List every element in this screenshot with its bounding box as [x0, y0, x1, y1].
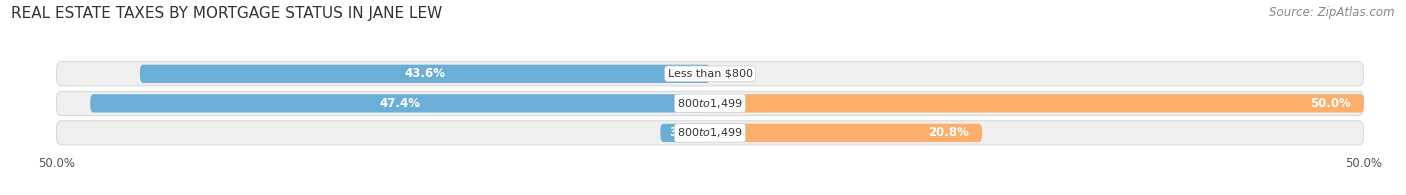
Text: 20.8%: 20.8%	[928, 126, 969, 139]
Text: REAL ESTATE TAXES BY MORTGAGE STATUS IN JANE LEW: REAL ESTATE TAXES BY MORTGAGE STATUS IN …	[11, 6, 443, 21]
FancyBboxPatch shape	[141, 65, 710, 83]
FancyBboxPatch shape	[710, 124, 981, 142]
Text: 0.0%: 0.0%	[723, 67, 752, 80]
FancyBboxPatch shape	[56, 121, 1364, 145]
Text: 3.8%: 3.8%	[669, 126, 702, 139]
Text: 50.0%: 50.0%	[1310, 97, 1351, 110]
FancyBboxPatch shape	[661, 124, 710, 142]
Text: 43.6%: 43.6%	[405, 67, 446, 80]
Text: $800 to $1,499: $800 to $1,499	[678, 126, 742, 139]
Text: Less than $800: Less than $800	[668, 69, 752, 79]
FancyBboxPatch shape	[56, 91, 1364, 115]
FancyBboxPatch shape	[56, 62, 1364, 86]
Text: 47.4%: 47.4%	[380, 97, 420, 110]
FancyBboxPatch shape	[90, 94, 710, 113]
FancyBboxPatch shape	[710, 94, 1364, 113]
Text: $800 to $1,499: $800 to $1,499	[678, 97, 742, 110]
Text: Source: ZipAtlas.com: Source: ZipAtlas.com	[1270, 6, 1395, 19]
